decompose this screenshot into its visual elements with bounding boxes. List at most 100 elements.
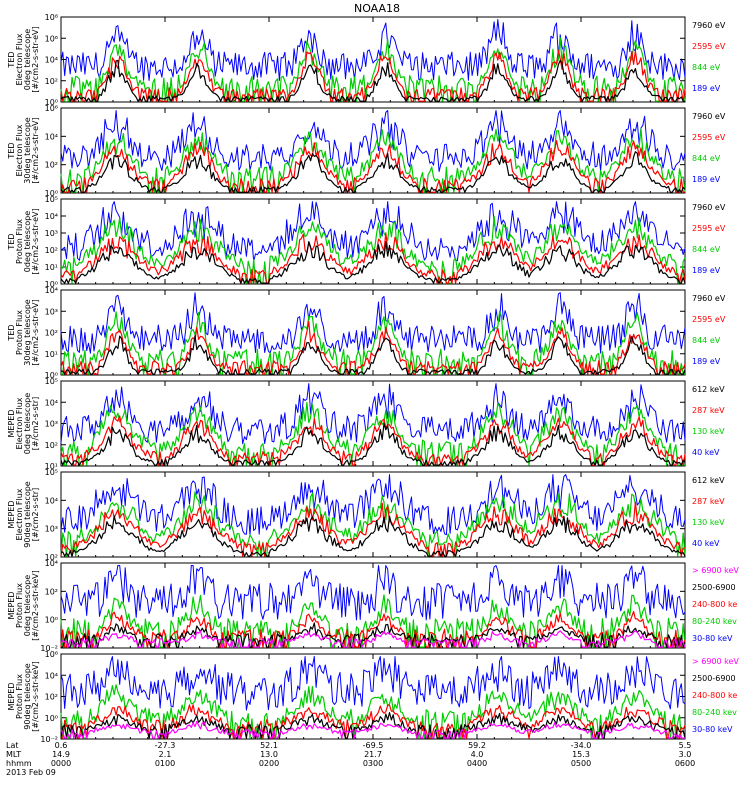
series-trace [60, 292, 686, 354]
footer-tick-label: -69.5 [363, 741, 384, 750]
series-trace [60, 501, 686, 557]
legend-entry: 844 eV [692, 336, 721, 345]
y-tick-label: 10⁰ [45, 714, 58, 723]
series-trace [60, 720, 685, 739]
y-axis-label-line: [#/cm2-s-str-eV] [31, 208, 40, 274]
y-tick-label: 10⁴ [45, 132, 58, 141]
legend-entry: 7960 eV [692, 21, 726, 30]
footer-tick-label: 3.0 [679, 750, 692, 759]
footer-tick-label: 14.9 [52, 750, 70, 759]
footer-tick-label: 21.7 [364, 750, 382, 759]
y-tick-label: 10³ [45, 229, 58, 238]
panel-1: 10⁰ 10² 10⁴ 10⁶ 10⁸ TED Electron Flux 0deg tele… [7, 13, 726, 107]
y-tick-label: 10⁴ [45, 286, 58, 295]
y-tick-label: 10² [45, 77, 58, 86]
footer-row-label: MLT [6, 750, 21, 759]
legend-entry: 240-800 ke [692, 600, 737, 609]
footer-row-label: hhmm [6, 759, 32, 768]
y-axis-label-line: MEPED [7, 592, 16, 620]
series-trace [60, 36, 686, 102]
y-tick-label: 10² [45, 587, 58, 596]
series-trace [60, 401, 685, 466]
legend-entry: 2595 eV [692, 42, 726, 51]
footer-tick-label: 0.6 [55, 741, 68, 750]
footer-tick-label: 0200 [259, 759, 279, 768]
y-tick-label: 10⁶ [45, 104, 58, 113]
y-axis-label-line: TED [7, 142, 16, 159]
legend-entry: > 6900 keV [692, 566, 739, 575]
legend-entry: 2595 eV [692, 133, 726, 142]
y-tick-label: 10⁶ [45, 34, 58, 43]
legend-entry: 287 keV [692, 497, 725, 506]
y-tick-label: 10⁵ [45, 468, 58, 477]
series-trace [60, 140, 685, 193]
y-tick-label: 10⁴ [45, 559, 58, 568]
legend-entry: 844 eV [692, 245, 721, 254]
panel-8: 10⁻² 10⁰ 10² 10⁴ 10⁶ MEPED Proton Flux 90deg te… [7, 650, 739, 744]
y-tick-label: 10⁰ [45, 189, 58, 198]
y-tick-label: 10¹ [45, 462, 58, 471]
y-axis-label-line: Proton Flux [15, 219, 24, 264]
legend-entry: 844 eV [692, 154, 721, 163]
y-tick-label: 10⁰ [45, 371, 58, 380]
legend-entry: 130 keV [692, 427, 725, 436]
series-trace [60, 594, 686, 648]
legend-entry: 7960 eV [692, 294, 726, 303]
y-axis-label-line: Electron Flux [15, 33, 24, 85]
legend-entry: 7960 eV [692, 112, 726, 121]
y-axis-label-line: Proton Flux [15, 310, 24, 355]
panel-2: 10⁰ 10² 10⁴ 10⁶ TED Electron Flux 30deg telesc… [7, 104, 726, 198]
panel-7: 10⁻² 10⁰ 10² 10⁴ MEPED Proton Flux 0deg telesc… [7, 559, 739, 653]
y-tick-label: 10⁰ [45, 616, 58, 625]
y-axis-label-line: [#/cm2-s-str-eV] [31, 117, 40, 183]
footer-tick-label: 0000 [51, 759, 71, 768]
series-trace [60, 491, 686, 557]
y-tick-label: 10⁰ [45, 98, 58, 107]
series-trace [60, 335, 686, 375]
footer-tick-label: 0400 [467, 759, 487, 768]
series-trace [60, 110, 686, 172]
y-tick-label: 10² [45, 246, 58, 255]
legend-entry: 189 eV [692, 175, 721, 184]
series-trace [60, 201, 686, 262]
footer-tick-label: 13.0 [260, 750, 278, 759]
footer-tick-label: 52.1 [260, 741, 278, 750]
series-trace [60, 656, 686, 711]
y-tick-label: 10⁻² [40, 735, 58, 744]
series-trace [60, 610, 686, 648]
y-tick-label: 10⁴ [45, 398, 58, 407]
legend-entry: 30-80 keV [692, 725, 733, 734]
series-trace [60, 422, 686, 466]
y-axis-label-line: Electron Flux [15, 124, 24, 176]
panel-4: 10⁰ 10¹ 10² 10³ 10⁴ TED Proton Flux 30deg teles… [7, 286, 726, 380]
legend-entry: > 6900 keV [692, 657, 739, 666]
y-axis-label-line: [#/cm2-s-str] [31, 397, 40, 450]
y-tick-label: 10¹ [45, 350, 58, 359]
footer-row-label: Lat [6, 741, 19, 750]
y-axis-label-line: Electron Flux [15, 488, 24, 540]
series-trace [60, 684, 685, 739]
legend-entry: 612 keV [692, 385, 725, 394]
series-trace [60, 128, 686, 193]
series-trace [60, 630, 686, 648]
series-trace [60, 215, 686, 284]
legend-entry: 844 eV [692, 63, 721, 72]
footer-row-label: 2013 Feb 09 [6, 768, 56, 777]
panel-3: 10⁰ 10¹ 10² 10³ 10⁴ 10⁵ TED Proton Flux 0deg tel… [7, 195, 726, 289]
y-tick-label: 10⁶ [45, 650, 58, 659]
series-trace [60, 565, 686, 621]
legend-entry: 612 keV [692, 476, 725, 485]
y-axis-label-line: [#/cm2-s-str-keV] [31, 661, 40, 732]
footer-tick-label: 0500 [571, 759, 591, 768]
y-tick-label: 10³ [45, 525, 58, 534]
series-trace [60, 320, 686, 375]
y-tick-label: 10⁵ [45, 377, 58, 386]
y-axis-label-line: Electron Flux [15, 397, 24, 449]
legend-entry: 80-240 kev [692, 708, 737, 717]
y-axis-label-line: 0deg telescope [23, 29, 32, 90]
series-trace [60, 241, 686, 284]
y-tick-label: 10² [45, 161, 58, 170]
series-trace [60, 151, 686, 193]
